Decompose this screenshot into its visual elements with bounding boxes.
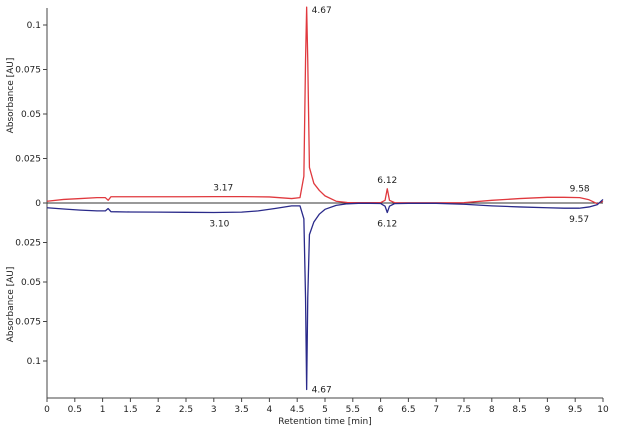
y-tick-label-top: 0 (35, 199, 41, 209)
x-tick-label: 2 (155, 405, 161, 415)
series-line-red (46, 6, 604, 205)
y-tick-label-bottom: 0.025 (15, 239, 41, 249)
tick-marks: 0 0.5 1 1.5 2 2.5 3 3.5 4 4.5 5 5.5 6 6.5 7 7.5 8 8.5 9 9.5… (15, 21, 609, 415)
peak-label-red: 9.58 (570, 185, 590, 195)
y-tick-label-bottom: 0.05 (21, 278, 41, 288)
x-tick-label: 2.5 (179, 405, 193, 415)
x-tick-label: 8 (489, 405, 495, 415)
peak-labels: 3.17 4.67 6.12 9.58 3.10 4.67 6.12 9.57 (209, 6, 590, 395)
series-layer (46, 6, 604, 391)
x-tick-label: 8.5 (512, 405, 526, 415)
x-tick-label: 1.5 (123, 405, 137, 415)
peak-label-red: 3.17 (213, 184, 233, 194)
x-tick-label: 6 (378, 405, 384, 415)
peak-label-red: 4.67 (312, 6, 332, 16)
series-line-blue (46, 198, 604, 391)
y-tick-label-bottom: 0.1 (27, 357, 41, 367)
y-tick-label-top: 0.075 (15, 66, 41, 76)
peak-label-blue: 4.67 (312, 385, 332, 395)
y-tick-label-bottom: 0.075 (15, 318, 41, 328)
x-tick-label: 5 (322, 405, 328, 415)
x-tick-label: 9 (545, 405, 551, 415)
peak-label-blue: 6.12 (377, 219, 397, 229)
x-tick-label: 7.5 (457, 405, 471, 415)
peak-label-red: 6.12 (377, 176, 397, 186)
y-axis-label-bottom: Absorbance [AU] (6, 267, 16, 343)
y-tick-label-top: 0.025 (15, 155, 41, 165)
axes (46, 8, 603, 399)
x-tick-label: 3 (211, 405, 217, 415)
x-tick-label: 0 (44, 405, 50, 415)
x-tick-label: 1 (100, 405, 106, 415)
y-tick-label-top: 0.1 (27, 21, 41, 31)
peak-label-blue: 3.10 (209, 219, 229, 229)
x-tick-label: 3.5 (234, 405, 248, 415)
x-tick-label: 9.5 (568, 405, 582, 415)
y-tick-label-top: 0.05 (21, 110, 41, 120)
x-tick-label: 5.5 (346, 405, 360, 415)
x-tick-label: 4 (267, 405, 273, 415)
y-axis-label-top: Absorbance [AU] (6, 58, 16, 134)
x-tick-label: 10 (597, 405, 609, 415)
x-tick-label: 7 (433, 405, 439, 415)
x-tick-label: 6.5 (401, 405, 415, 415)
x-tick-label: 0.5 (68, 405, 82, 415)
x-tick-label: 4.5 (290, 405, 304, 415)
peak-label-blue: 9.57 (569, 215, 589, 225)
x-axis-label: Retention time [min] (278, 417, 371, 427)
